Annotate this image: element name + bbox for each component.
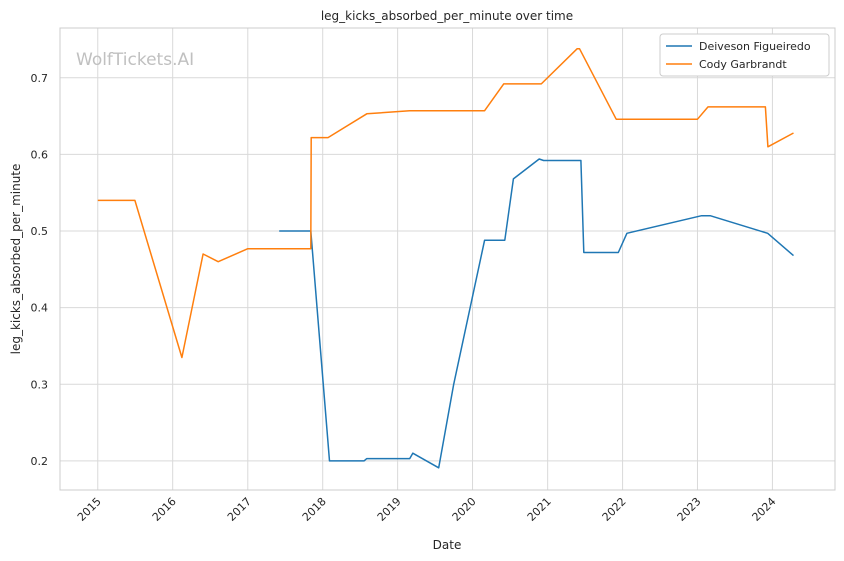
legend-box xyxy=(659,33,830,77)
y-tick-label: 0.7 xyxy=(31,72,49,85)
series-line-deiveson-figueiredo xyxy=(279,158,794,469)
chart-title: leg_kicks_absorbed_per_minute over time xyxy=(321,9,573,23)
legend-label-deiveson-figueiredo: Deiveson Figueiredo xyxy=(699,40,811,53)
x-axis-label: Date xyxy=(433,538,462,552)
y-tick-label: 0.6 xyxy=(31,148,49,161)
y-tick-label: 0.2 xyxy=(31,455,49,468)
grid xyxy=(60,28,835,490)
tick-labels: 2015 2016 2017 2018 2019 2020 2021 2022 2023 2024… xyxy=(31,72,779,524)
legend-label-cody-garbrandt: Cody Garbrandt xyxy=(699,58,787,71)
y-tick-label: 0.4 xyxy=(31,302,49,315)
legend: Deiveson Figueiredo Cody Garbrandt xyxy=(659,33,830,77)
series-line-cody-garbrandt xyxy=(97,47,794,359)
y-tick-label: 0.3 xyxy=(31,378,49,391)
y-axis-label: leg_kicks_absorbed_per_minute xyxy=(9,164,23,355)
plot-area-frame xyxy=(59,27,836,491)
watermark: WolfTickets.AI xyxy=(76,50,194,70)
y-tick-label: 0.5 xyxy=(31,225,49,238)
series-layer xyxy=(97,47,794,469)
